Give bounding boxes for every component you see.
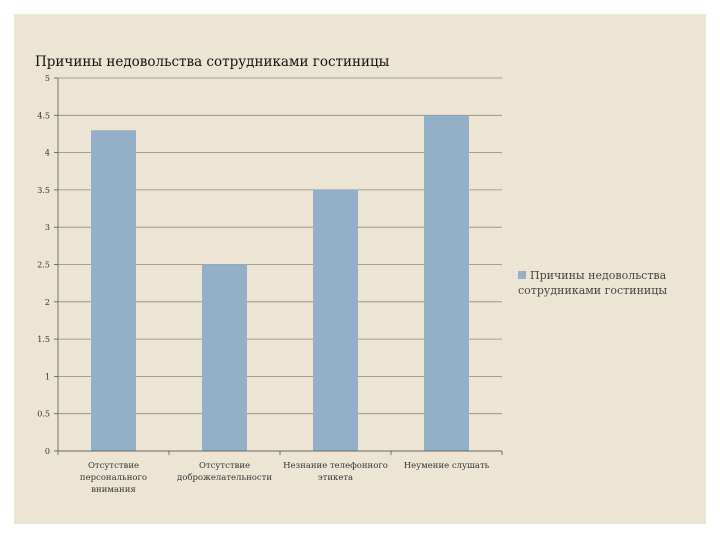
y-tick-label: 3.5 [37,186,50,195]
y-tick-label: 3 [45,223,50,232]
x-tick-label: Отсутствие доброжелательности [176,461,272,483]
legend: Причины недовольства сотрудниками гостин… [518,268,688,298]
bar [202,264,247,451]
x-tick-label: Неумение слушать [403,461,490,471]
y-tick-label: 2 [45,298,50,307]
legend-label: Причины недовольства сотрудниками гостин… [518,269,668,297]
y-tick-label: 0 [45,447,50,456]
y-tick-label: 2.5 [37,261,50,270]
y-tick-label: 1 [45,372,50,381]
y-tick-label: 4 [45,149,50,158]
x-tick-label: Незнание телефонного этикета [283,461,388,483]
y-tick-label: 4.5 [37,111,50,120]
bar [91,130,136,451]
chart-title: Причины недовольства сотрудниками гостин… [35,54,390,70]
bar [424,115,469,452]
y-tick-label: 1.5 [37,335,50,344]
bar [313,189,358,451]
legend-swatch [518,271,526,279]
y-tick-label: 5 [45,74,50,83]
y-tick-label: 0.5 [37,410,50,419]
x-tick-label: Отсутствие персонального внимания [79,461,148,495]
